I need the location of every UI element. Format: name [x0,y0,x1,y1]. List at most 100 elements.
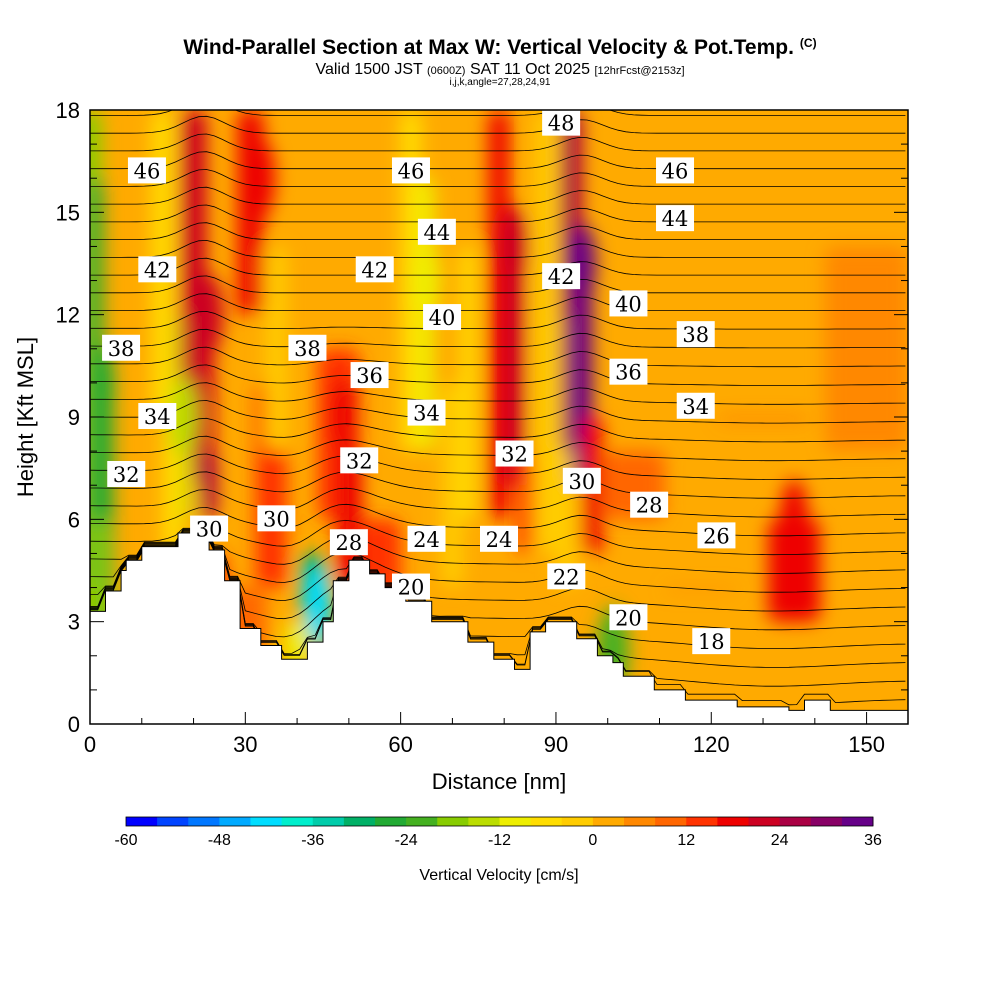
colorbar: -60 -48 -36 -24 -12 0 12 24 36 [114,816,882,849]
theta-label-text: 40 [615,292,642,316]
theta-contour [90,275,906,294]
theta-label: 44 [417,218,456,245]
w-feature-core [169,377,198,457]
w-feature-core [500,206,529,287]
theta-label-box [495,440,534,467]
theta-label-box [609,604,648,631]
colorbar-swatch [592,817,625,826]
theta-label: 34 [407,399,446,426]
theta-label: 24 [407,525,446,552]
theta-contour [90,528,906,574]
w-feature [201,451,217,520]
theta-label-text: 38 [682,323,709,347]
theta-label-text: 44 [662,207,689,231]
colorbar-swatch [748,817,781,826]
theta-label-text: 30 [568,470,595,494]
theta-label-box [630,491,669,518]
theta-label: 36 [350,362,389,389]
colorbar-tick-label: -48 [208,832,231,849]
colorbar-swatch [530,817,563,826]
theta-label-box [127,157,166,184]
colorbar-tick-label: 36 [864,832,882,849]
colorbar-tick-label: 24 [771,832,789,849]
theta-label-text: 18 [698,630,725,654]
y-tick-label: 3 [68,610,80,635]
theta-contour [90,328,906,349]
theta-label-text: 42 [548,265,575,289]
theta-contour [90,382,906,405]
colorbar-tick-label: -60 [114,832,137,849]
colorbar-swatch [841,817,874,826]
theta-label-text: 32 [501,443,528,467]
theta-label-text: 46 [134,159,161,183]
colorbar-swatch [281,817,314,826]
theta-label-box [417,218,456,245]
theta-label-text: 40 [429,306,456,330]
theta-label-box [609,358,648,385]
y-tick-label: 0 [68,712,80,737]
theta-label: 38 [102,334,141,361]
chart-title: Wind-Parallel Section at Max W: Vertical… [183,36,817,59]
w-feature-core [90,342,115,423]
theta-label: 24 [480,525,518,552]
theta-contour [90,186,906,205]
theta-contour [90,530,906,612]
theta-contour [90,151,906,170]
theta-label: 46 [391,157,430,184]
theta-contour [90,239,906,258]
theta-label-text: 46 [662,159,689,183]
theta-contour [90,417,906,443]
theta-label: 34 [138,403,177,429]
theta-label-box [190,515,229,542]
theta-label: 28 [329,529,368,556]
theta-label-text: 32 [113,463,140,487]
theta-label-box [480,525,518,552]
chart-subtitle: Valid 1500 JST (0600Z) SAT 11 Oct 2025 [… [315,61,685,78]
theta-label-text: 28 [636,494,663,518]
theta-label-text: 30 [263,507,290,531]
theta-contour [90,222,906,240]
theta-label-box [609,290,648,317]
theta-contour [90,133,906,152]
theta-label-box [423,304,462,331]
theta-label-box [340,447,379,474]
theta-label: 20 [609,604,648,631]
theta-label-text: 20 [615,606,642,630]
colorbar-swatch [717,817,749,826]
theta-contour [90,529,906,593]
theta-label-box [656,157,695,184]
colorbar-swatch [437,817,469,826]
theta-label: 36 [609,358,648,385]
theta-contour [90,364,906,386]
colorbar-swatch [468,817,500,826]
theta-label-text: 36 [615,361,642,385]
colorbar-swatch [343,817,376,826]
theta-label: 32 [495,440,534,467]
y-tick-label: 9 [68,405,80,430]
theta-label: 32 [107,460,146,487]
x-axis-label: Distance [nm] [432,769,567,794]
theta-label: 34 [676,392,715,419]
colorbar-tick-label: 12 [677,832,695,849]
theta-label-box [257,505,296,532]
theta-label-box [656,205,695,232]
x-tick-label: 150 [848,732,885,757]
theta-contour [90,257,906,276]
theta-label: 40 [609,290,648,317]
theta-label-text: 28 [335,531,362,555]
theta-label: 20 [391,573,430,600]
colorbar-swatch [250,817,283,826]
theta-label-box [138,256,177,283]
theta-contour [90,487,906,518]
colorbar-swatch [686,817,718,826]
w-feature [193,314,215,486]
y-tick-label: 18 [56,98,80,123]
theta-label: 28 [630,491,669,518]
theta-label-box [407,525,446,552]
theta-label: 42 [138,256,177,283]
theta-contour [90,400,906,424]
theta-label: 38 [288,334,327,361]
theta-contour [90,453,906,480]
